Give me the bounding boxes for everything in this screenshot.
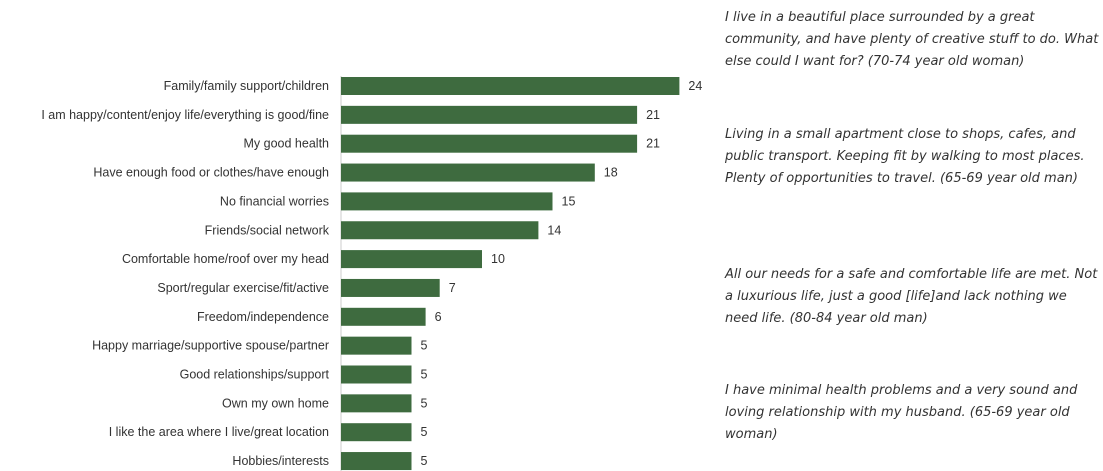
- category-label: My good health: [244, 137, 330, 151]
- value-label: 5: [421, 454, 428, 468]
- category-label: Freedom/independence: [197, 310, 329, 324]
- category-label: Have enough food or clothes/have enough: [93, 166, 329, 180]
- value-label: 18: [604, 166, 618, 180]
- value-label: 7: [449, 281, 456, 295]
- quote-2: Living in a small apartment close to sho…: [725, 127, 1085, 186]
- bar: [341, 394, 412, 413]
- bar: [341, 307, 426, 326]
- value-label: 24: [688, 79, 702, 93]
- value-label: 15: [562, 194, 576, 208]
- category-label: Friends/social network: [205, 223, 330, 237]
- bar: [341, 77, 680, 95]
- bar: [341, 336, 412, 355]
- quote-1: I live in a beautiful place surrounded b…: [725, 10, 1099, 69]
- bar: [341, 134, 638, 153]
- value-label: 5: [421, 425, 428, 439]
- category-label: Own my own home: [222, 396, 329, 410]
- category-label: I am happy/content/enjoy life/everything…: [41, 108, 329, 122]
- value-label: 21: [646, 108, 660, 122]
- quote-3: All our needs for a safe and comfortable…: [725, 267, 1098, 326]
- bar: [341, 105, 638, 124]
- bar: [341, 192, 553, 211]
- bar: [341, 423, 412, 442]
- category-label: Comfortable home/roof over my head: [122, 252, 329, 266]
- value-label: 5: [421, 396, 428, 410]
- value-label: 6: [435, 310, 442, 324]
- category-label: Happy marriage/supportive spouse/partner: [92, 339, 329, 353]
- quote-4: I have minimal health problems and a ver…: [725, 383, 1078, 442]
- category-label: I like the area where I live/great locat…: [109, 425, 329, 439]
- value-label: 5: [421, 339, 428, 353]
- bar: [341, 365, 412, 384]
- category-label: Hobbies/interests: [232, 454, 329, 468]
- value-label: 14: [547, 223, 561, 237]
- category-label: Good relationships/support: [180, 368, 330, 382]
- bar: [341, 250, 482, 269]
- bars-group: Family/family support/children 24 I am hap…: [41, 77, 702, 471]
- bar-chart: Family/family support/children 24 I am hap…: [41, 76, 702, 471]
- category-label: Sport/regular exercise/fit/active: [157, 281, 329, 295]
- value-label: 21: [646, 137, 660, 151]
- bar: [341, 163, 595, 182]
- bar: [341, 221, 539, 240]
- value-label: 5: [421, 368, 428, 382]
- bar: [341, 452, 412, 471]
- bar: [341, 278, 440, 297]
- category-label: Family/family support/children: [164, 79, 329, 93]
- category-label: No financial worries: [220, 194, 329, 208]
- value-label: 10: [491, 252, 505, 266]
